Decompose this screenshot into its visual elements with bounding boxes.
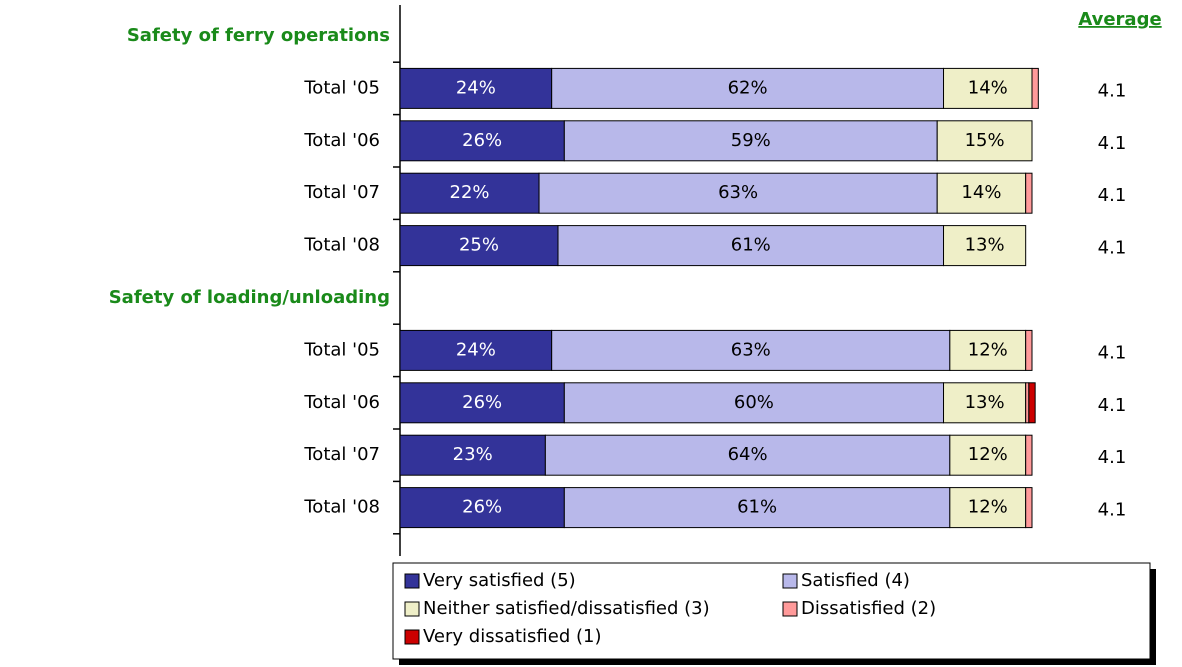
bar-segment [538,172,938,214]
group-label: Safety of ferry operations [127,25,390,46]
y-tick-label: Total '08 [303,235,380,256]
bar-segment [563,487,951,529]
bar-segment [1025,329,1033,371]
data-label: 63% [718,182,758,203]
y-tick-label: Total '05 [303,77,380,98]
average-value: 4.1 [1098,80,1127,101]
average-header: Average [1078,9,1161,30]
average-value: 4.1 [1098,133,1127,154]
legend-swatch [782,573,798,589]
legend-label: Dissatisfied (2) [801,598,936,619]
bar-segment [1025,434,1033,476]
average-value: 4.1 [1098,238,1127,259]
data-label: 26% [462,392,502,413]
data-label: 61% [737,497,777,518]
y-tick-label: Total '07 [303,182,380,203]
bar-segment [949,434,1027,476]
bar-segment [563,120,938,162]
average-value: 4.1 [1098,447,1127,468]
data-label: 12% [968,339,1008,360]
bar-segment [399,329,553,371]
bar-segment [399,382,565,424]
bar-segment [1031,67,1039,109]
legend-label: Neither satisfied/dissatisfied (3) [423,598,710,619]
data-label: 59% [731,130,771,151]
bar-segment [1028,382,1036,424]
bar-segment [399,225,559,267]
data-label: 13% [965,392,1005,413]
bar-segment [943,225,1027,267]
data-label: 62% [728,77,768,98]
bar-segment [1025,487,1033,529]
data-label: 25% [459,235,499,256]
data-label: 61% [731,235,771,256]
data-label: 26% [462,130,502,151]
data-label: 24% [456,339,496,360]
data-label: 14% [961,182,1001,203]
data-label: 22% [450,182,490,203]
bar-segment [936,120,1033,162]
average-value: 4.1 [1098,342,1127,363]
y-tick-label: Total '05 [303,339,380,360]
data-label: 26% [462,497,502,518]
legend-swatch [404,629,420,645]
y-tick-label: Total '06 [303,130,380,151]
legend-label: Very satisfied (5) [423,570,576,591]
y-tick-label: Total '08 [303,497,380,518]
data-label: 63% [731,339,771,360]
bar-segment [399,120,565,162]
data-label: 12% [968,497,1008,518]
legend-swatch [782,601,798,617]
legend-label: Satisfied (4) [801,570,910,591]
y-tick-label: Total '06 [303,392,380,413]
data-label: 15% [965,130,1005,151]
data-label: 23% [453,444,493,465]
bar-segment [1025,172,1033,214]
legend-label: Very dissatisfied (1) [423,626,601,647]
group-label: Safety of loading/unloading [109,287,390,308]
legend-swatch [404,573,420,589]
average-value: 4.1 [1098,185,1127,206]
legend-box [392,562,1151,660]
bar-segment [563,382,945,424]
data-label: 12% [968,444,1008,465]
bar-segment [943,67,1033,109]
bar-segment [544,434,951,476]
y-tick-label: Total '07 [303,444,380,465]
bar-segment [551,329,951,371]
data-label: 60% [734,392,774,413]
data-label: 14% [968,77,1008,98]
data-label: 13% [965,235,1005,256]
average-value: 4.1 [1098,395,1127,416]
legend-swatch [404,601,420,617]
data-label: 24% [456,77,496,98]
bar-segment [399,172,540,214]
bar-segment [949,329,1027,371]
average-value: 4.1 [1098,500,1127,521]
bar-segment [399,487,565,529]
data-label: 64% [728,444,768,465]
